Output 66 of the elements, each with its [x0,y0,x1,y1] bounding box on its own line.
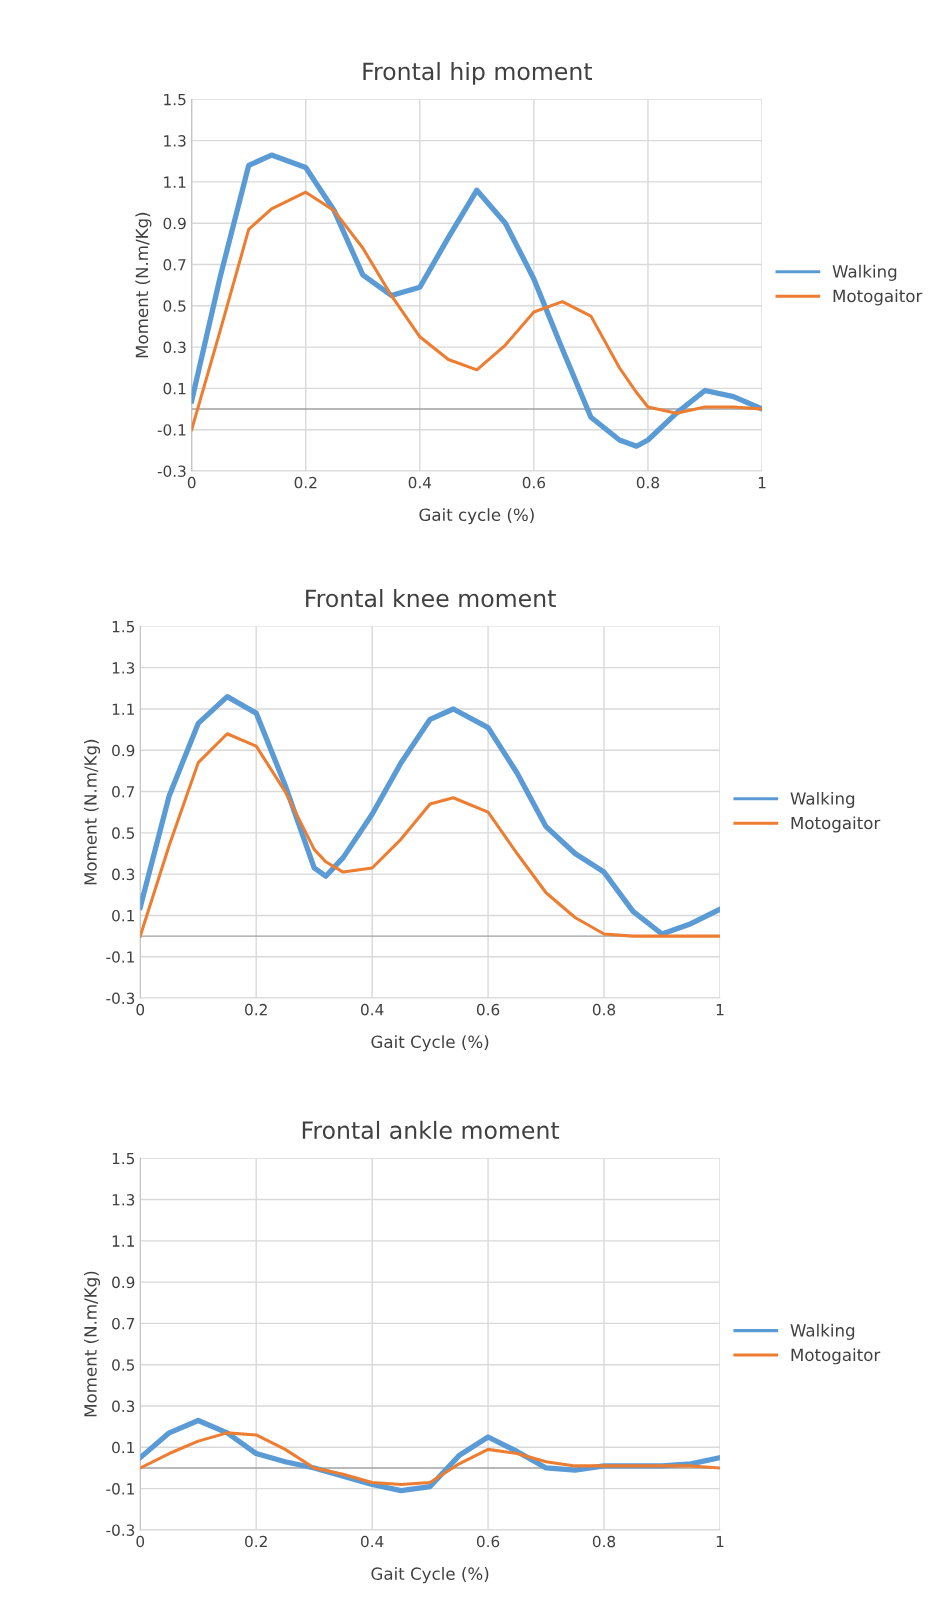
y-tick-label: 0.5 [112,1359,135,1371]
y-tick-label: 1.5 [164,93,186,106]
y-tick-label: 0.3 [163,341,186,354]
x-tick-label: 0.2 [245,1003,267,1016]
y-tick-label: 1.1 [112,703,134,715]
x-tick-label: 1 [716,1004,724,1016]
y-tick-label: -0.3 [106,1524,135,1536]
chart-title: Frontal knee moment [306,589,556,608]
x-tick-label: 0.2 [294,476,317,489]
x-tick-label: 0 [187,476,196,489]
y-tick-label: 0.1 [163,382,186,395]
x-tick-label: 1 [716,1535,724,1548]
x-tick-label: 0.8 [592,1003,616,1016]
y-tick-label: 0.9 [163,217,186,230]
y-tick-label: 1.3 [164,135,186,147]
line-series [191,190,763,432]
y-axis-title: Moment (N.m/Kg) [83,1271,101,1417]
y-tick-label: -0.3 [106,992,135,1005]
y-tick-label: 1.5 [112,621,135,633]
y-tick-label: 1.5 [112,1152,135,1165]
x-tick-label: 0.6 [522,476,546,489]
y-tick-label: -0.1 [106,1483,134,1495]
y-tick-label: 0.3 [112,1400,135,1413]
y-tick-label: -0.3 [157,465,186,478]
line-series [140,732,720,938]
x-tick-label: 0 [136,1535,145,1548]
x-axis-title: Gait cycle (%) [419,508,534,525]
legend-label: Motogaitor [791,1348,881,1365]
x-tick-label: 0.8 [636,476,660,489]
legend-label: Walking [832,264,897,281]
y-tick-label: 1.1 [112,1235,134,1247]
y-tick-label: 0.9 [112,744,135,757]
y-tick-label: -0.1 [157,424,186,436]
y-axis-title: Moment (N.m/Kg) [83,739,101,885]
y-tick-label: 0.7 [163,258,186,271]
y-tick-label: 0.1 [112,909,134,922]
x-tick-label: 0.8 [592,1535,616,1548]
y-tick-label: 0.5 [112,827,135,839]
y-tick-label: 0.9 [112,1276,135,1289]
y-tick-label: 0.3 [112,868,135,881]
y-tick-label: 0.7 [112,1317,135,1330]
legend-label: Walking [790,1323,855,1340]
chart-title: Frontal ankle moment [302,1120,560,1140]
x-tick-label: 0.4 [408,476,432,489]
chart-title: Frontal hip moment [363,61,593,85]
x-axis-title: Gait Cycle (%) [371,1035,489,1052]
y-tick-label: 0.7 [112,786,135,798]
y-tick-label: -0.1 [106,951,134,963]
x-tick-label: 0.6 [476,1535,500,1548]
line-series [140,1431,720,1487]
x-tick-label: 0.6 [476,1003,500,1016]
y-tick-label: 1.1 [164,176,186,188]
x-tick-label: 1 [758,477,766,489]
x-tick-label: 0.2 [245,1535,267,1548]
y-tick-label: 0.5 [163,300,186,312]
y-tick-label: 1.3 [112,662,135,674]
x-tick-label: 0.4 [360,1003,384,1016]
x-tick-label: 0 [136,1003,145,1016]
legend-label: Motogaitor [833,289,923,306]
y-tick-label: 0.1 [112,1441,134,1454]
x-axis-title: Gait Cycle (%) [371,1567,489,1584]
y-axis-title: Moment (N.m/Kg) [135,212,152,358]
x-tick-label: 0.4 [360,1535,384,1548]
legend-label: Walking [790,791,855,809]
y-tick-label: 1.3 [112,1194,135,1206]
legend-label: Motogaitor [791,816,881,833]
